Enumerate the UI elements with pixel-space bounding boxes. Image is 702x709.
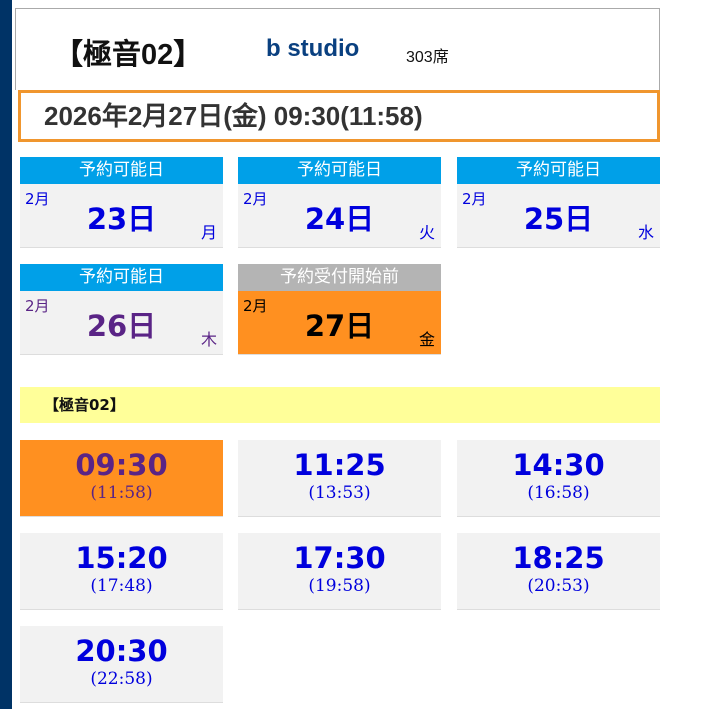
showtime-start: 14:30 [512, 448, 605, 482]
theater-header: 【極音02】 b studio 303席 [15, 8, 660, 90]
date-weekday: 木 [200, 330, 217, 349]
date-weekday: 月 [200, 223, 217, 242]
date-month: 2月 [25, 190, 50, 208]
showtime-button[interactable]: 15:20 (17:48) [20, 533, 223, 610]
date-month: 2月 [25, 297, 50, 315]
date-month: 2月 [243, 190, 268, 208]
date-status: 予約受付開始前 [238, 264, 441, 291]
date-day: 26日 [86, 309, 157, 343]
showtime-button[interactable]: 14:30 (16:58) [457, 440, 660, 517]
date-weekday: 金 [418, 330, 435, 349]
date-card-24[interactable]: 予約可能日 2月 24日火 [238, 157, 441, 248]
showtime-button[interactable]: 11:25 (13:53) [238, 440, 441, 517]
section-title: 【極音02】 [20, 387, 660, 423]
showtime-end: (11:58) [90, 483, 153, 503]
showtime-end: (19:58) [308, 576, 371, 596]
date-month: 2月 [462, 190, 487, 208]
showtime-start: 20:30 [75, 634, 168, 668]
date-status: 予約可能日 [20, 264, 223, 291]
date-weekday: 水 [637, 223, 654, 242]
studio-name: b studio [266, 35, 360, 62]
showtime-end: (13:53) [308, 483, 371, 503]
showtime-end: (22:58) [90, 669, 153, 689]
showtime-button[interactable]: 18:25 (20:53) [457, 533, 660, 610]
screen-title: 【極音02】 [54, 39, 203, 71]
date-card-23[interactable]: 予約可能日 2月 23日月 [20, 157, 223, 248]
showtime-end: (17:48) [90, 576, 153, 596]
date-status: 予約可能日 [20, 157, 223, 184]
date-day: 27日 [304, 309, 375, 343]
date-card-26[interactable]: 予約可能日 2月 26日木 [20, 264, 223, 355]
date-day: 25日 [523, 202, 594, 236]
showtime-start: 09:30 [75, 448, 168, 482]
showtime-start: 11:25 [293, 448, 386, 482]
showtime-end: (16:58) [527, 483, 590, 503]
showtime-start: 18:25 [512, 541, 605, 575]
showtime-button-selected[interactable]: 09:30 (11:58) [20, 440, 223, 517]
showtime-button[interactable]: 20:30 (22:58) [20, 626, 223, 703]
showtime-start: 17:30 [293, 541, 386, 575]
date-status: 予約可能日 [457, 157, 660, 184]
date-card-25[interactable]: 予約可能日 2月 25日水 [457, 157, 660, 248]
seat-count: 303席 [406, 49, 449, 66]
showtime-start: 15:20 [75, 541, 168, 575]
date-weekday: 火 [418, 223, 435, 242]
sidebar-strip [0, 0, 12, 709]
date-status: 予約可能日 [238, 157, 441, 184]
date-day: 24日 [304, 202, 375, 236]
date-month: 2月 [243, 297, 268, 315]
date-day: 23日 [86, 202, 157, 236]
showtime-end: (20:53) [527, 576, 590, 596]
showtime-button[interactable]: 17:30 (19:58) [238, 533, 441, 610]
selected-datetime: 2026年2月27日(金) 09:30(11:58) [18, 90, 660, 142]
date-card-27-selected[interactable]: 予約受付開始前 2月 27日金 [238, 264, 441, 355]
